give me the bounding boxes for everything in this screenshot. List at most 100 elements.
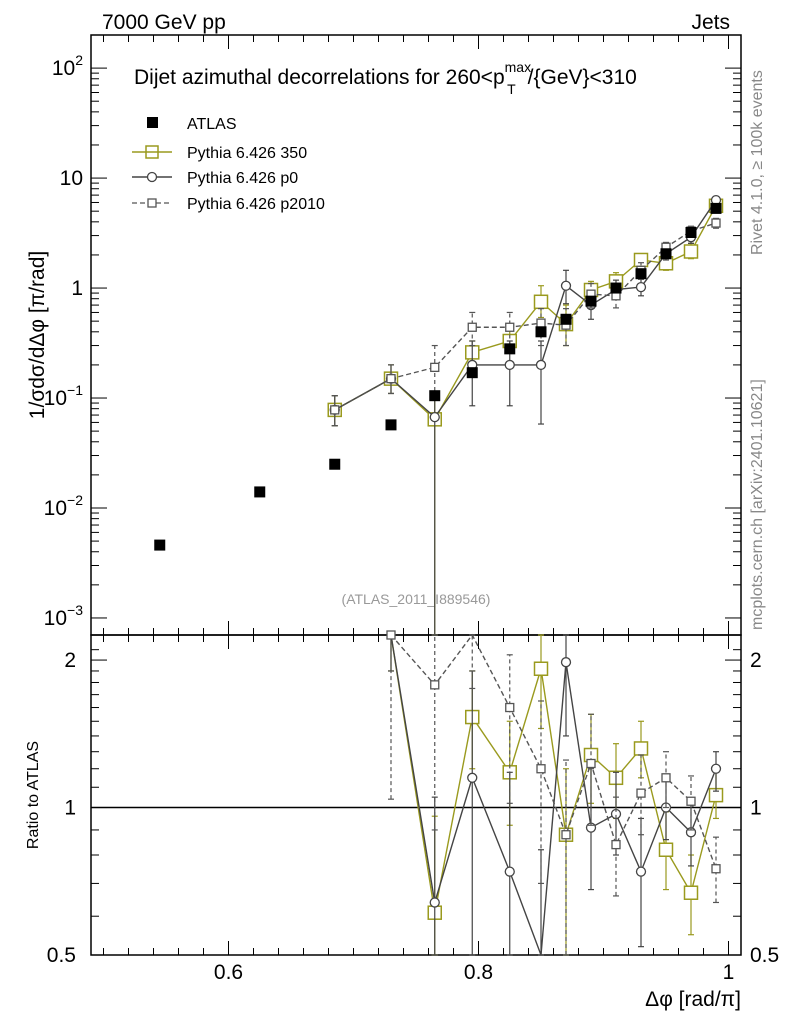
ratio-y-axis-label: Ratio to ATLAS	[25, 741, 42, 849]
main-pythia350-line	[334, 205, 717, 421]
tick-base: 1	[71, 277, 83, 300]
legend-pythia350-marker	[145, 145, 159, 159]
main-atlas-point	[254, 486, 266, 498]
ratio-pythia-p2010-point	[686, 796, 696, 806]
legend-pythia-p2010-label: Pythia 6.426 p2010	[187, 196, 325, 213]
main-pythia-p2010-point	[330, 405, 340, 415]
tick-exponent: 2	[75, 52, 83, 68]
main-y-tick-label: 10−3	[44, 602, 84, 630]
main-atlas-point	[710, 202, 722, 214]
tick-base: 10	[44, 387, 67, 410]
ratio-pythia-p2010-point	[386, 630, 396, 640]
energy-label: 7000 GeV pp	[102, 11, 226, 34]
main-atlas-point	[429, 390, 441, 402]
main-y-tick-label: 10−1	[44, 382, 84, 410]
ratio-pythia-p2010-point	[636, 788, 646, 798]
ratio-y-tick-label: 1	[64, 797, 76, 820]
main-atlas-point	[635, 268, 647, 280]
main-pythia-p2010-point	[386, 374, 396, 384]
main-atlas-point	[385, 419, 397, 431]
rivet-version-label: Rivet 4.1.0, ≥ 100k events	[749, 70, 766, 255]
ratio-pythia-p0-line	[390, 634, 717, 956]
ratio-pythia350-point	[683, 885, 699, 900]
main-atlas-point	[560, 313, 572, 325]
ratio-data-marks	[386, 630, 724, 956]
analysis-id-label: (ATLAS_2011_I889546)	[342, 591, 491, 607]
ratio-pythia-p2010-point	[505, 702, 515, 713]
ratio-y-tick-label-right: 2	[750, 649, 762, 672]
main-y-tick-label: 10−2	[44, 492, 84, 520]
main-atlas-point	[610, 282, 622, 294]
x-tick-label: 1	[723, 961, 735, 984]
main-atlas-point	[466, 367, 478, 379]
x-axis-label: Δφ [rad/π]	[645, 988, 741, 1011]
main-y-tick-label: 1	[71, 277, 83, 300]
legend-pythia350-label: Pythia 6.426 350	[187, 145, 307, 162]
ratio-pythia-p2010-point	[430, 680, 440, 690]
main-pythia-p0-point	[504, 359, 515, 371]
ratio-pythia-p2010-point	[711, 864, 721, 874]
main-y-axis-label: 1/σdσ/dΔφ [π/rad]	[26, 251, 49, 419]
tick-base: 10	[60, 167, 83, 190]
main-atlas-point	[154, 539, 166, 551]
process-label: Jets	[691, 11, 730, 34]
plot-title: Dijet azimuthal decorrelations for 260<p…	[134, 59, 637, 97]
ratio-pythia-p0-point	[710, 763, 722, 774]
ratio-y-tick-label: 2	[64, 649, 76, 672]
tick-base: 10	[44, 497, 67, 520]
main-data-marks	[154, 194, 724, 636]
tick-base: 10	[44, 607, 67, 630]
ratio-pythia-p0-point	[467, 772, 478, 783]
tick-exponent: −1	[67, 382, 83, 398]
ratio-pythia350-point	[633, 741, 649, 756]
main-atlas-point	[535, 326, 547, 338]
main-pythia-p2010-point	[430, 362, 440, 373]
ratio-pythia-p0-point	[560, 657, 572, 668]
x-tick-label: 0.8	[464, 961, 493, 984]
x-tick-label: 0.6	[214, 961, 243, 984]
legend-atlas-marker	[147, 117, 158, 128]
legend-pythia-p2010-marker	[147, 198, 157, 208]
legend: ATLAS Pythia 6.426 350 Pythia 6.426 p0 P…	[132, 116, 325, 213]
main-atlas-point	[585, 295, 597, 307]
ratio-y-tick-label-right: 0.5	[750, 944, 779, 967]
ratio-pythia-p0-point	[429, 897, 440, 908]
main-pythia350-point	[533, 294, 549, 310]
main-pythia-p0-point	[429, 411, 440, 423]
legend-pythia-p0-marker	[146, 171, 158, 183]
ratio-y-tick-label: 0.5	[47, 944, 76, 967]
tick-base: 10	[52, 57, 75, 80]
main-pythia-p0-point	[535, 359, 547, 371]
main-y-tick-label: 10	[60, 167, 83, 190]
ratio-pythia350-point	[658, 842, 674, 858]
plot-title-sup: max	[505, 59, 531, 75]
main-pythia-p2010-point	[505, 322, 515, 332]
ratio-pythia350-point	[533, 661, 549, 676]
ratio-pythia-p2010-point	[611, 839, 621, 850]
ratio-pythia-p2010-point	[561, 830, 571, 840]
main-atlas-point	[685, 226, 697, 238]
ratio-plot-frame	[90, 634, 742, 956]
main-pythia-p2010-point	[467, 322, 477, 332]
ratio-pythia-p0-point	[635, 866, 647, 877]
main-y-tick-label: 102	[52, 52, 83, 80]
ratio-pythia-p0-point	[504, 866, 515, 877]
main-atlas-point	[329, 458, 341, 470]
ratio-axes: 0.6 0.8 1 0.5 0.5 1 1 2 2	[47, 635, 779, 984]
ratio-pythia-p2010-point	[661, 773, 671, 783]
main-pythia-p2010-point	[536, 318, 546, 328]
main-pythia-p2010-point	[711, 218, 721, 228]
main-pythia-p0-point	[635, 281, 647, 293]
main-atlas-point	[660, 248, 672, 260]
legend-pythia-p0-label: Pythia 6.426 p0	[187, 170, 298, 187]
tick-exponent: −2	[67, 492, 83, 508]
plot-title-sub: T	[507, 81, 516, 97]
plot-title-lead: Dijet azimuthal decorrelations for 260<p	[134, 66, 505, 89]
ratio-pythia-p2010-point	[536, 764, 546, 774]
mcplots-reference-label: mcplots.cern.ch [arXiv:2401.10621]	[749, 379, 766, 630]
main-atlas-point	[504, 343, 516, 355]
main-pythia-p0-point	[560, 280, 572, 291]
plot-title-tail: /{GeV}<310	[528, 66, 637, 89]
